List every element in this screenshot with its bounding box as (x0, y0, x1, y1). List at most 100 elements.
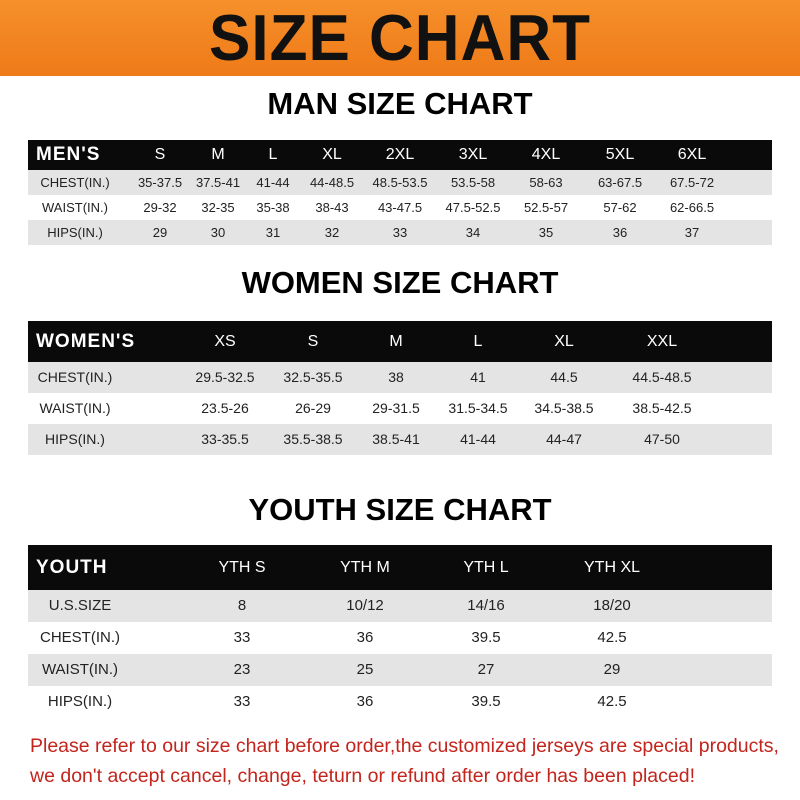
table-cell: 33 (233, 693, 251, 710)
youth-title: YOUTH SIZE CHART (248, 492, 552, 527)
size-column-header: XS (214, 333, 236, 350)
row-label: HIPS(IN.) (47, 225, 103, 240)
row-label: CHEST(IN.) (40, 629, 120, 646)
table-cell: 14/16 (467, 597, 505, 614)
table-cell: 42.5 (597, 693, 627, 710)
women-title: WOMEN SIZE CHART (241, 265, 559, 300)
table-cell: 31 (265, 225, 281, 240)
table-cell: 34 (465, 225, 481, 240)
table-cell: 44-47 (546, 431, 582, 447)
row-label: HIPS(IN.) (45, 431, 105, 447)
table-cell: 41-44 (256, 175, 290, 190)
table-cell: 30 (210, 225, 226, 240)
table-cell: 23 (233, 661, 251, 678)
table-cell: 44.5 (550, 369, 578, 385)
table-cell: 29-31.5 (372, 400, 420, 416)
table-cell: 35-38 (256, 200, 290, 215)
size-column-header: YTH L (463, 559, 509, 576)
table-cell: 41 (470, 369, 486, 385)
table-cell: 37.5-41 (195, 175, 241, 190)
table-cell: 35.5-38.5 (283, 431, 343, 447)
table-cell: 57-62 (603, 200, 637, 215)
size-column-header: 6XL (677, 146, 707, 163)
table-cell: 48.5-53.5 (372, 175, 428, 190)
banner: SIZE CHART (0, 0, 800, 76)
table-cell: 43-47.5 (377, 200, 423, 215)
table-row: WAIST(IN.) 23 25 27 29 (28, 654, 772, 686)
table-cell: 39.5 (471, 693, 501, 710)
size-column-header: YTH S (218, 559, 266, 576)
table-cell: 33-35.5 (201, 431, 249, 447)
size-column-header: L (268, 146, 278, 163)
size-column-header: 5XL (605, 146, 635, 163)
table-cell: 42.5 (597, 629, 627, 646)
notice-line-2: we don't accept cancel, change, teturn o… (30, 765, 695, 787)
row-label: WAIST(IN.) (39, 400, 111, 416)
size-column-header: 4XL (531, 146, 561, 163)
size-column-header: XL (322, 146, 342, 163)
table-cell: 41-44 (460, 431, 496, 447)
table-cell: 25 (356, 661, 374, 678)
size-column-header: M (389, 333, 403, 350)
table-cell: 27 (477, 661, 495, 678)
table-row: U.S.SIZE 8 10/12 14/16 18/20 (28, 590, 772, 622)
table-cell: 63-67.5 (597, 175, 643, 190)
table-cell: 34.5-38.5 (534, 400, 594, 416)
table-cell: 33 (233, 629, 251, 646)
row-label: WAIST(IN.) (41, 661, 119, 678)
men-header-row: MEN'S S M L XL 2XL 3XL 4XL 5XL 6XL (28, 140, 772, 170)
table-cell: 36 (356, 693, 374, 710)
size-column-header: YTH XL (583, 559, 641, 576)
table-cell: 36 (612, 225, 628, 240)
youth-header-row: YOUTH YTH S YTH M YTH L YTH XL (28, 545, 772, 590)
women-size-table: WOMEN'S XS S M L XL XXL CHEST(IN.) 29.5-32.5 32.5… (28, 321, 772, 455)
row-label: CHEST(IN.) (40, 175, 110, 190)
banner-title: SIZE CHART (209, 2, 591, 75)
size-column-header: S (154, 146, 166, 163)
table-cell: 39.5 (471, 629, 501, 646)
table-cell: 32-35 (201, 200, 235, 215)
table-cell: 47.5-52.5 (445, 200, 501, 215)
men-size-table: MEN'S S M L XL 2XL 3XL 4XL 5XL 6XL CHEST(IN.) 35-37… (28, 140, 772, 245)
notice-line-1: Please refer to our size chart before or… (30, 735, 779, 757)
table-cell: 38.5-41 (372, 431, 420, 447)
table-row: HIPS(IN.) 33-35.5 35.5-38.5 38.5-41 41-44 44-… (28, 424, 772, 455)
table-cell: 67.5-72 (669, 175, 715, 190)
table-row: CHEST(IN.) 29.5-32.5 32.5-35.5 38 41 44.5 44.5… (28, 362, 772, 393)
size-column-header: YTH M (340, 559, 390, 576)
table-cell: 32 (324, 225, 340, 240)
table-cell: 36 (356, 629, 374, 646)
table-cell: 32.5-35.5 (283, 369, 343, 385)
table-cell: 35 (538, 225, 554, 240)
table-cell: 38-43 (315, 200, 349, 215)
table-corner-label: WOMEN'S (36, 331, 136, 352)
youth-size-table: YOUTH YTH S YTH M YTH L YTH XL U.S.SIZE 8 10/12… (28, 545, 772, 718)
row-label: HIPS(IN.) (47, 693, 113, 710)
table-cell: 8 (237, 597, 247, 614)
men-title: MAN SIZE CHART (267, 86, 533, 121)
table-cell: 58-63 (529, 175, 563, 190)
table-row: WAIST(IN.) 23.5-26 26-29 29-31.5 31.5-34.5 34… (28, 393, 772, 424)
table-cell: 37 (684, 225, 700, 240)
table-cell: 33 (392, 225, 408, 240)
table-row: HIPS(IN.) 29 30 31 32 33 34 35 36 37 (28, 220, 772, 245)
table-cell: 35-37.5 (137, 175, 183, 190)
table-row: CHEST(IN.) 35-37.5 37.5-41 41-44 44-48.5 48.5… (28, 170, 772, 195)
row-label: WAIST(IN.) (42, 200, 108, 215)
table-cell: 44.5-48.5 (632, 369, 692, 385)
size-column-header: M (211, 146, 225, 163)
size-column-header: L (473, 333, 483, 350)
table-cell: 26-29 (295, 400, 331, 416)
table-corner-label: MEN'S (36, 144, 101, 165)
table-cell: 38.5-42.5 (632, 400, 692, 416)
table-cell: 52.5-57 (523, 200, 569, 215)
table-cell: 31.5-34.5 (448, 400, 508, 416)
size-column-header: S (307, 333, 319, 350)
table-cell: 10/12 (346, 597, 384, 614)
table-row: CHEST(IN.) 33 36 39.5 42.5 (28, 622, 772, 654)
table-cell: 53.5-58 (450, 175, 496, 190)
size-column-header: 2XL (385, 146, 415, 163)
table-cell: 29.5-32.5 (195, 369, 255, 385)
table-corner-label: YOUTH (36, 557, 108, 578)
table-cell: 29 (603, 661, 621, 678)
